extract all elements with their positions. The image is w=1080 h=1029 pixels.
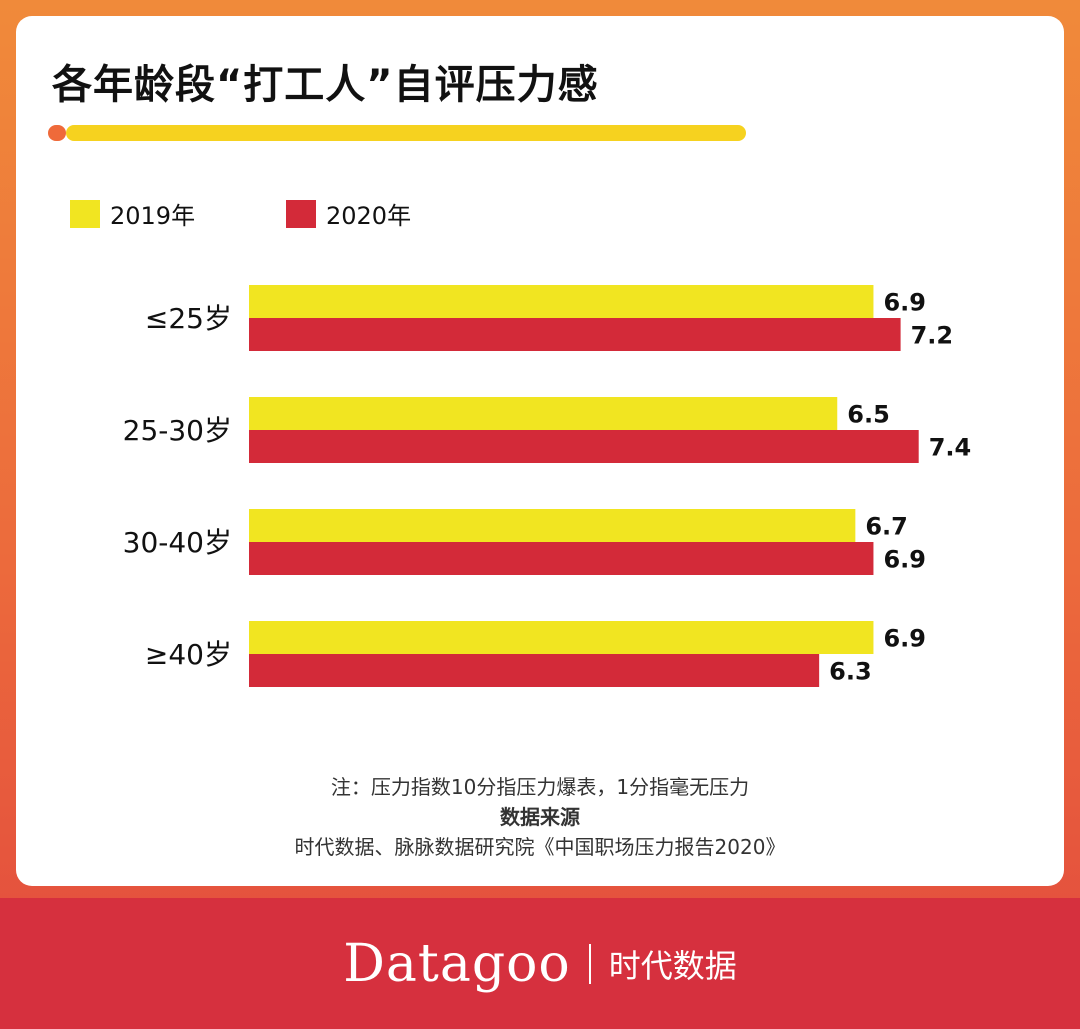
data-label: 6.5 <box>847 401 890 429</box>
legend-swatch-2019 <box>70 199 100 228</box>
data-label: 6.9 <box>883 289 926 317</box>
legend-label-2020: 2020年 <box>326 202 412 230</box>
category-label: 25-30岁 <box>123 414 232 447</box>
data-label: 7.4 <box>929 434 972 462</box>
bar-2020 <box>249 654 820 687</box>
source-text: 时代数据、脉脉数据研究院《中国职场压力报告2020》 <box>294 835 786 859</box>
legend: 2019年 2020年 <box>0 196 1080 230</box>
data-label: 6.7 <box>865 513 908 541</box>
brand-separator <box>588 943 591 984</box>
data-label: 6.9 <box>883 625 926 653</box>
brand-name-en: Datagoo <box>343 933 571 994</box>
data-label: 7.2 <box>911 322 954 350</box>
bar-2020 <box>249 430 919 463</box>
notes: 注：压力指数10分指压力爆表，1分指毫无压力 数据来源 时代数据、脉脉数据研究院… <box>0 772 1080 862</box>
bar-chart: ≤25岁 6.9 7.2 25-30岁 6.5 7.4 30-40岁 6.7 6.9 ≥40岁 6.… <box>123 285 972 687</box>
bar-2020 <box>249 318 901 351</box>
bar-2019 <box>249 621 874 654</box>
footer-band: Datagoo 时代数据 <box>0 898 1080 1029</box>
bar-2020 <box>249 542 874 575</box>
bar-2019 <box>249 397 838 430</box>
title-underline-dot <box>48 125 66 141</box>
bar-2019 <box>249 285 874 318</box>
category-label: ≤25岁 <box>145 302 232 335</box>
brand-logo: Datagoo 时代数据 <box>0 898 1080 1029</box>
legend-label-2019: 2019年 <box>110 202 196 230</box>
bar-2019 <box>249 509 856 542</box>
source-title: 数据来源 <box>500 805 580 829</box>
category-label: ≥40岁 <box>145 638 232 671</box>
title-underline-bar <box>66 125 746 141</box>
category-label: 30-40岁 <box>123 526 232 559</box>
chart-title: 各年龄段“打工人”自评压力感 <box>52 62 599 108</box>
note-text: 注：压力指数10分指压力爆表，1分指毫无压力 <box>330 775 750 799</box>
legend-item-2020: 2020年 <box>286 196 411 231</box>
legend-swatch-2020 <box>286 199 316 228</box>
brand-name-cn: 时代数据 <box>608 946 737 985</box>
data-label: 6.9 <box>883 546 926 574</box>
legend-item-2019: 2019年 <box>70 196 195 231</box>
data-label: 6.3 <box>829 658 872 686</box>
